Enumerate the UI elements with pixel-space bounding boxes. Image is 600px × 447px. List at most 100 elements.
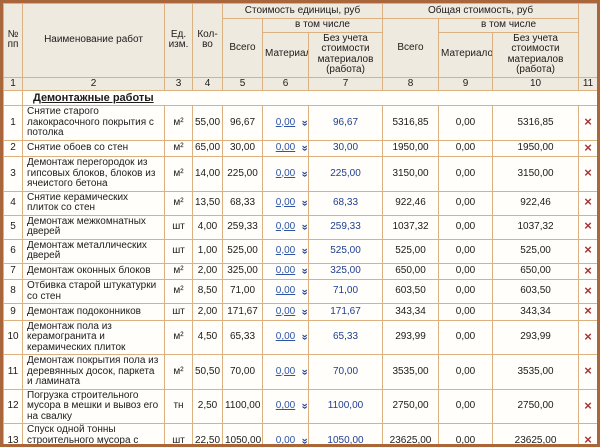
unit-cost-materials-cell: 0,00 » [262, 303, 309, 321]
expand-chevron-icon[interactable]: » [298, 120, 307, 124]
delete-cell: × [578, 279, 597, 304]
work-unit: м² [164, 279, 193, 304]
expand-chevron-icon[interactable]: » [298, 289, 307, 293]
materials-value-link[interactable]: 0,00 [275, 167, 296, 179]
total-cost: 293,99 [382, 319, 440, 355]
unit-cost-work-link[interactable]: 96,67 [307, 105, 384, 141]
header-qty: Кол- во [192, 3, 223, 78]
unit-cost-work-link[interactable]: 325,00 [307, 262, 384, 280]
header-actions [578, 3, 597, 78]
delete-icon[interactable]: × [584, 397, 592, 413]
materials-value-link[interactable]: 0,00 [275, 365, 296, 377]
unit-cost-total: 225,00 [222, 156, 263, 192]
work-name: Демонтаж межкомнатных дверей [22, 214, 165, 240]
unit-cost-work-link[interactable]: 71,00 [307, 279, 384, 304]
unit-cost-work-link[interactable]: 68,33 [307, 190, 384, 216]
expand-chevron-icon[interactable]: » [298, 200, 307, 204]
row-number: 6 [3, 238, 23, 264]
unit-cost-work-link[interactable]: 1100,00 [307, 388, 384, 424]
materials-value-link[interactable]: 0,00 [275, 142, 296, 153]
materials-value-link[interactable]: 0,00 [275, 196, 296, 208]
materials-value-link[interactable]: 0,00 [275, 331, 296, 342]
materials-value-link[interactable]: 0,00 [275, 434, 296, 446]
work-quantity: 2,00 [192, 303, 223, 321]
row-number: 1 [3, 105, 23, 141]
unit-cost-work-link[interactable]: 259,33 [307, 214, 384, 240]
unit-cost-work-link[interactable]: 70,00 [307, 354, 384, 390]
materials-value-link[interactable]: 0,00 [275, 305, 296, 317]
work-quantity: 50,50 [192, 354, 223, 390]
table-header: № пп Наименование работ Ед. изм. Кол- во… [3, 3, 597, 91]
work-row: 1 Снятие старого лакокрасочного покрытия… [3, 105, 597, 141]
delete-icon[interactable]: × [584, 242, 592, 258]
expand-chevron-icon[interactable]: » [298, 171, 307, 175]
work-unit: м² [164, 319, 193, 355]
expand-chevron-icon[interactable]: » [298, 224, 307, 228]
unit-cost-work-link[interactable]: 525,00 [307, 238, 384, 264]
unit-cost-materials-cell: 0,00 » [262, 279, 309, 304]
col-num: 4 [192, 76, 223, 91]
delete-icon[interactable]: × [584, 303, 592, 318]
total-cost: 922,46 [382, 190, 440, 216]
work-quantity: 55,00 [192, 105, 223, 141]
work-row: 5 Демонтаж межкомнатных дверей шт 4,00 2… [3, 214, 597, 240]
unit-cost-work-link[interactable]: 30,00 [307, 139, 384, 157]
delete-icon[interactable]: × [584, 432, 592, 447]
work-row: 9 Демонтаж подоконников шт 2,00 171,67 0… [3, 303, 597, 321]
row-number: 4 [3, 190, 23, 216]
total-materials: 0,00 [438, 139, 494, 157]
unit-cost-materials-cell: 0,00 » [262, 156, 309, 192]
materials-value-link[interactable]: 0,00 [275, 265, 296, 276]
expand-chevron-icon[interactable]: » [298, 369, 307, 373]
delete-icon[interactable]: × [584, 165, 592, 180]
total-cost: 343,34 [382, 303, 440, 321]
delete-cell: × [578, 388, 597, 424]
work-name: Демонтаж подоконников [22, 303, 165, 321]
materials-value-link[interactable]: 0,00 [275, 244, 296, 256]
work-unit: м² [164, 139, 193, 157]
col-num: 7 [307, 76, 384, 91]
delete-icon[interactable]: × [584, 328, 592, 344]
work-name: Спуск одной тонны строительного мусора с… [22, 423, 165, 444]
unit-cost-total: 1050,00 [222, 423, 263, 444]
work-row: 7 Демонтаж оконных блоков м² 2,00 325,00… [3, 262, 597, 280]
total-work: 2750,00 [492, 388, 580, 424]
materials-value-link[interactable]: 0,00 [275, 285, 296, 297]
work-name: Отбивка старой штукатурки со стен [22, 279, 165, 304]
expand-chevron-icon[interactable]: » [298, 403, 307, 407]
work-quantity: 2,50 [192, 388, 223, 424]
row-number: 3 [3, 156, 23, 192]
expand-chevron-icon[interactable]: » [298, 268, 307, 272]
expand-chevron-icon[interactable]: » [298, 248, 307, 252]
materials-value-link[interactable]: 0,00 [275, 220, 296, 232]
delete-icon[interactable]: × [584, 363, 592, 378]
total-cost: 603,50 [382, 279, 440, 304]
work-row: 6 Демонтаж металлических дверей шт 1,00 … [3, 238, 597, 264]
materials-value-link[interactable]: 0,00 [275, 116, 296, 128]
unit-cost-work-link[interactable]: 225,00 [307, 156, 384, 192]
expand-chevron-icon[interactable]: » [298, 309, 307, 313]
expand-chevron-icon[interactable]: » [298, 438, 307, 442]
header-work: Без учета стоимости материалов (работа) [492, 31, 580, 78]
expand-chevron-icon[interactable]: » [298, 334, 307, 338]
unit-cost-total: 96,67 [222, 105, 263, 141]
unit-cost-work-link[interactable]: 1050,00 [307, 423, 384, 444]
delete-icon[interactable]: × [584, 282, 592, 298]
delete-icon[interactable]: × [584, 194, 592, 210]
unit-cost-total: 30,00 [222, 139, 263, 157]
delete-icon[interactable]: × [584, 263, 592, 278]
delete-icon[interactable]: × [584, 114, 592, 129]
unit-cost-total: 68,33 [222, 190, 263, 216]
delete-icon[interactable]: × [584, 218, 592, 234]
unit-cost-work-link[interactable]: 171,67 [307, 303, 384, 321]
total-cost: 525,00 [382, 238, 440, 264]
delete-icon[interactable]: × [584, 140, 592, 155]
col-num: 2 [22, 76, 165, 91]
work-quantity: 1,00 [192, 238, 223, 264]
unit-cost-work-link[interactable]: 65,33 [307, 319, 384, 355]
delete-cell: × [578, 214, 597, 240]
materials-value-link[interactable]: 0,00 [275, 400, 296, 411]
expand-chevron-icon[interactable]: » [298, 145, 307, 149]
col-num: 3 [164, 76, 193, 91]
work-quantity: 22,50 [192, 423, 223, 444]
